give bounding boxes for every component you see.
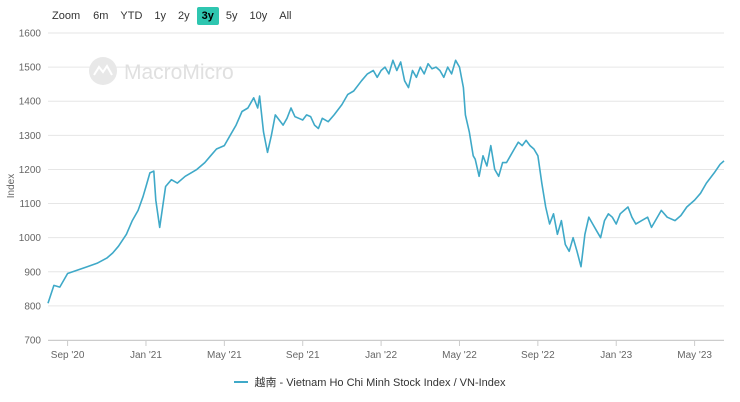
y-tick-label: 1500 bbox=[19, 63, 42, 74]
x-tick-label: Sep '22 bbox=[521, 350, 555, 361]
x-tick-label: Sep '21 bbox=[286, 350, 320, 361]
x-tick-label: Jan '22 bbox=[365, 350, 397, 361]
zoom-ytd-button[interactable]: YTD bbox=[120, 10, 143, 22]
zoom-all-button[interactable]: All bbox=[279, 10, 292, 22]
series-line-vn-index[interactable] bbox=[47, 59, 725, 304]
zoom-label: Zoom bbox=[52, 10, 81, 22]
y-tick-label: 700 bbox=[24, 336, 41, 347]
range-selector: Zoom 6m YTD 1y 2y 3y 5y 10y All bbox=[52, 6, 297, 26]
x-tick-label: May '22 bbox=[442, 350, 477, 361]
x-tick-label: May '23 bbox=[677, 350, 712, 361]
y-tick-label: 900 bbox=[24, 267, 41, 278]
y-tick-label: 1600 bbox=[19, 29, 42, 40]
zoom-5y-button[interactable]: 5y bbox=[225, 10, 238, 22]
y-tick-label: 1300 bbox=[19, 131, 42, 142]
y-tick-label: 800 bbox=[24, 301, 41, 312]
y-tick-label: 1200 bbox=[19, 165, 42, 176]
watermark-text: MacroMicro bbox=[124, 61, 234, 84]
zoom-6m-button[interactable]: 6m bbox=[93, 10, 109, 22]
y-tick-label: 1000 bbox=[19, 233, 42, 244]
x-tick-label: Jan '21 bbox=[130, 350, 162, 361]
legend-label: 越南 - Vietnam Ho Chi Minh Stock Index / V… bbox=[254, 377, 506, 389]
legend-item-vn-index[interactable]: 越南 - Vietnam Ho Chi Minh Stock Index / V… bbox=[234, 374, 506, 390]
x-tick-label: Jan '23 bbox=[600, 350, 632, 361]
y-axis-title: Index bbox=[6, 174, 17, 198]
x-tick-label: May '21 bbox=[207, 350, 242, 361]
zoom-2y-button[interactable]: 2y bbox=[178, 10, 190, 22]
x-axis: Sep '20 Jan '21 May '21 Sep '21 Jan '22 May '… bbox=[48, 340, 724, 361]
zoom-10y-button[interactable]: 10y bbox=[249, 10, 268, 22]
zoom-1y-button[interactable]: 1y bbox=[154, 10, 167, 22]
legend: 越南 - Vietnam Ho Chi Minh Stock Index / V… bbox=[0, 374, 740, 390]
zoom-3y-button[interactable]: 3y bbox=[196, 7, 219, 25]
watermark: MacroMicro bbox=[89, 57, 234, 85]
y-axis: 700 800 900 1000 1100 1200 1300 1400 1500 1600 bbox=[19, 29, 42, 347]
x-tick-label: Sep '20 bbox=[51, 350, 85, 361]
y-tick-label: 1400 bbox=[19, 97, 42, 108]
legend-swatch bbox=[234, 381, 249, 383]
watermark-logo-mark bbox=[93, 64, 113, 76]
chart-area: MacroMicro 700 800 900 1000 1100 1200 1300 1400… bbox=[6, 29, 725, 361]
y-tick-label: 1100 bbox=[19, 199, 41, 210]
